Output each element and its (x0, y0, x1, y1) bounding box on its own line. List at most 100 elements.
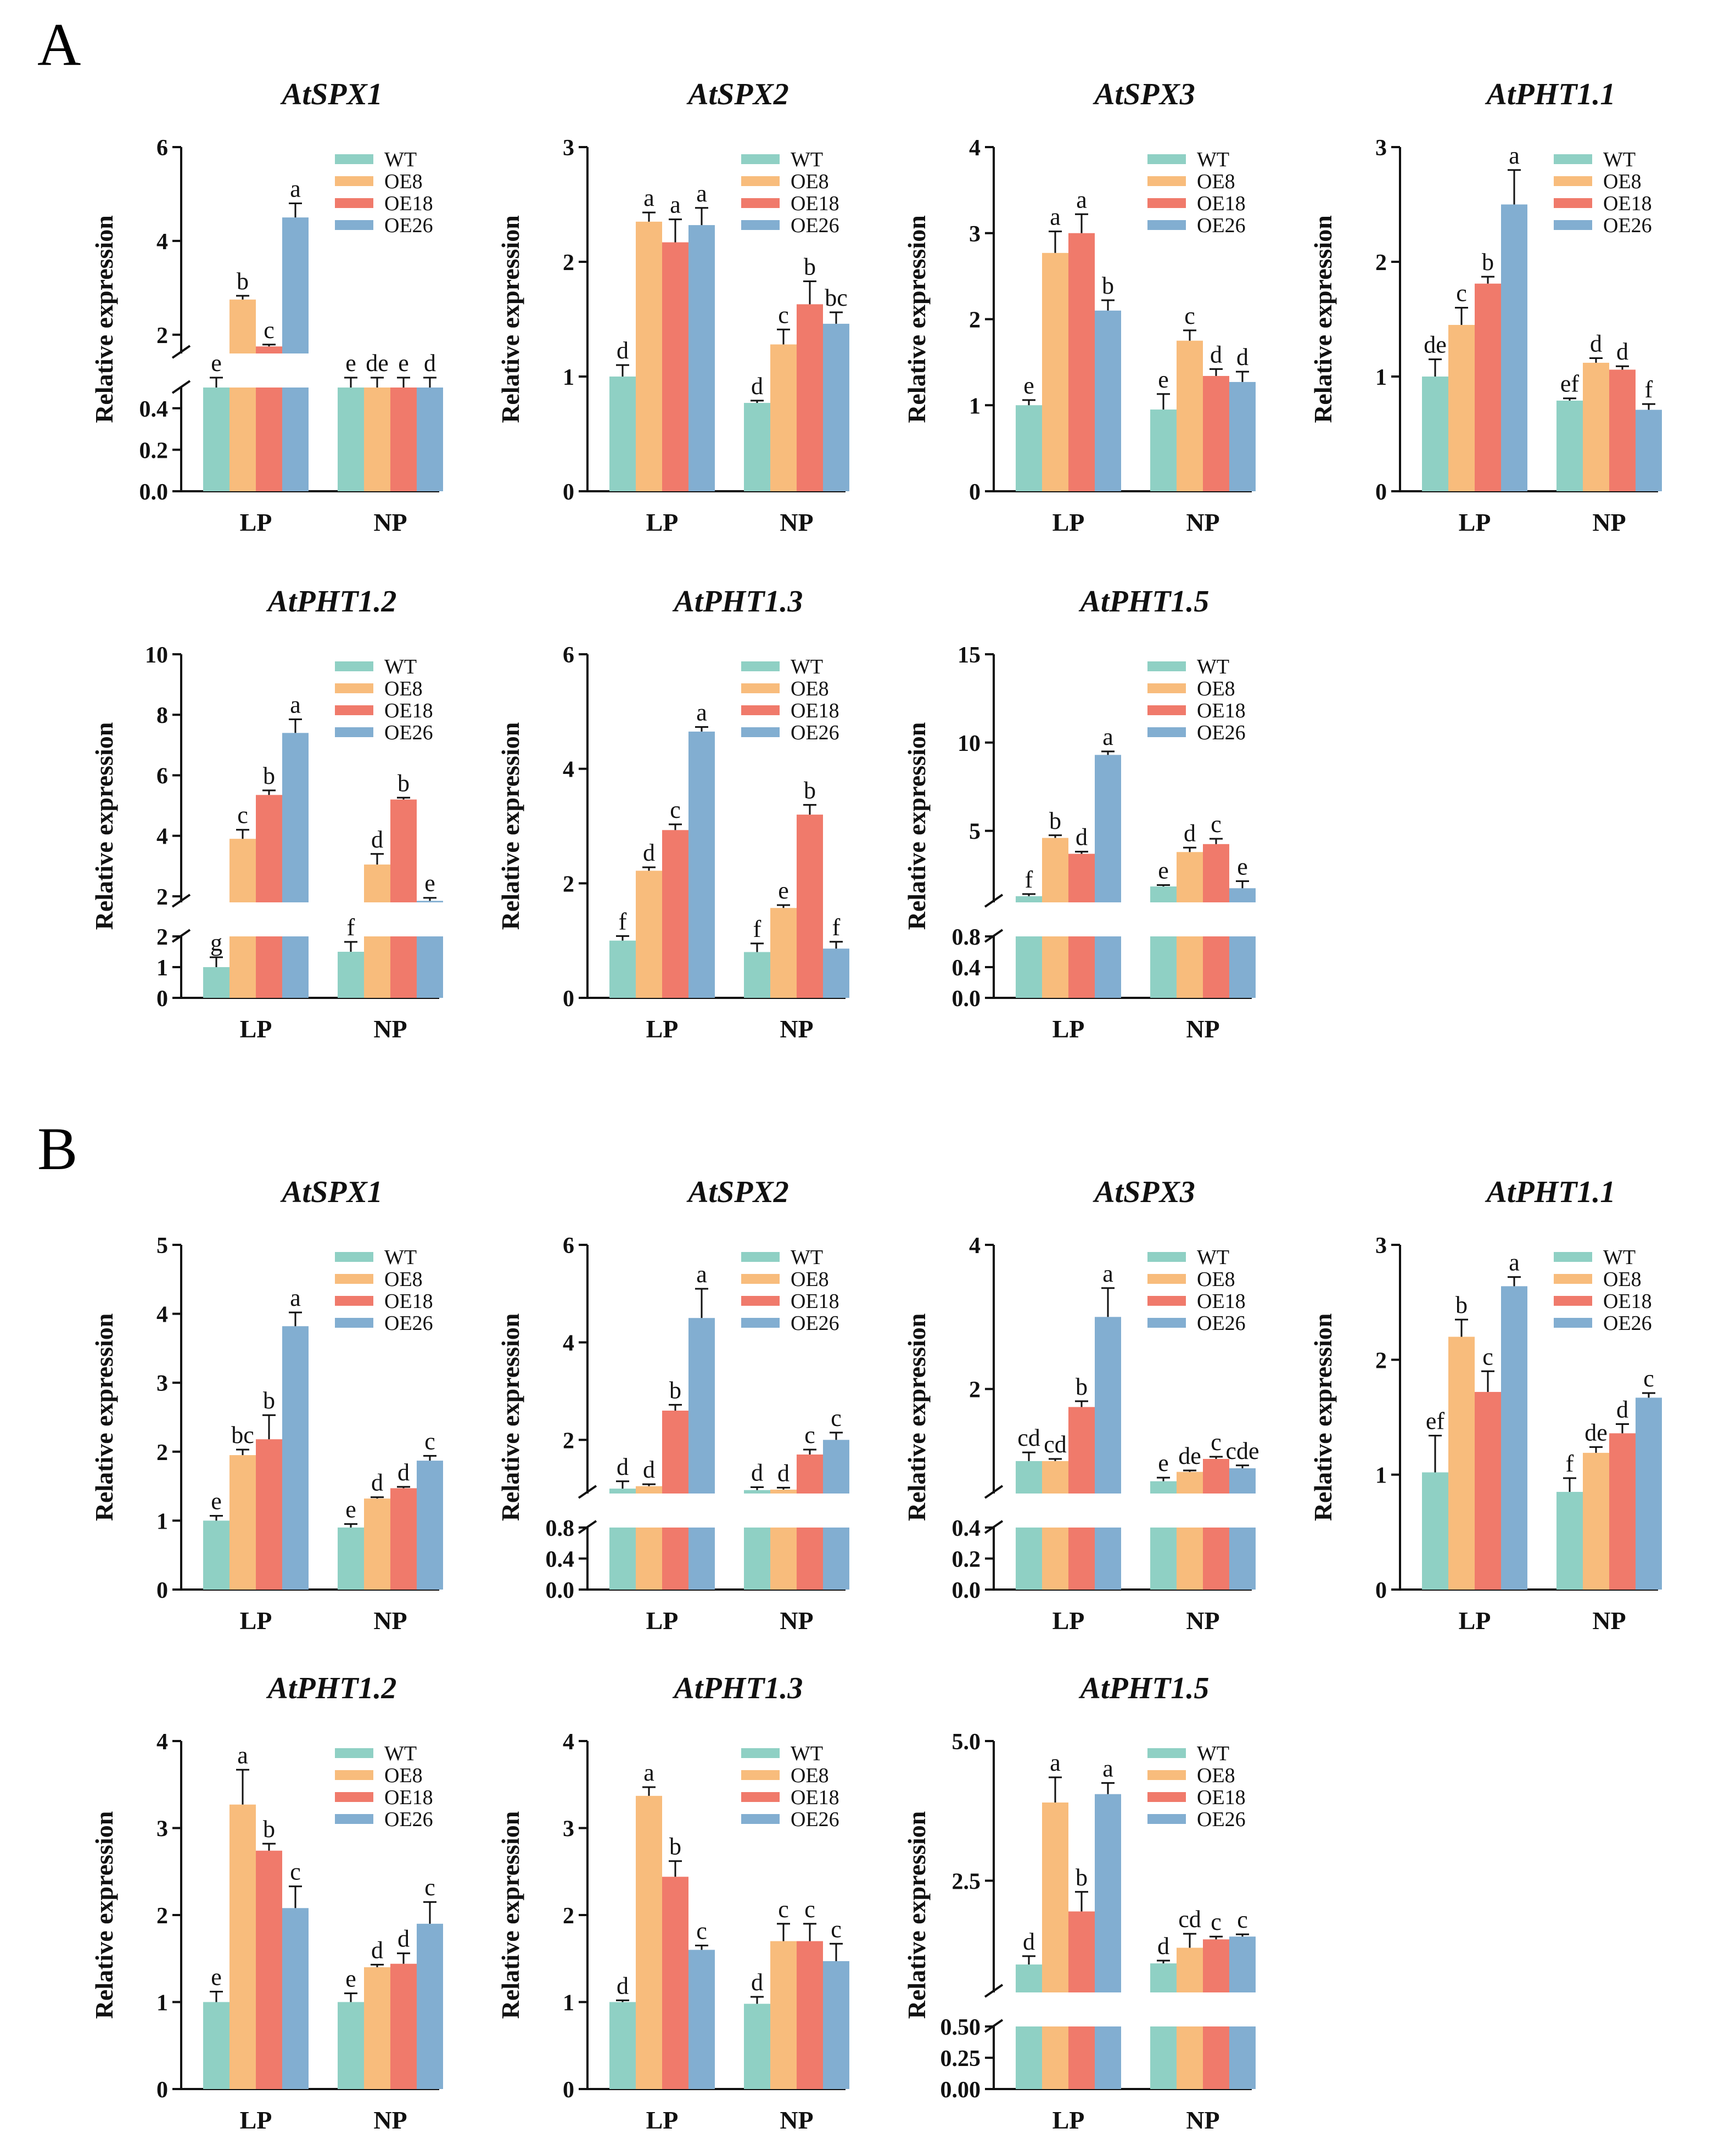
legend-swatch-wt (335, 661, 373, 671)
chart-title: AtPHT1.5 (1079, 585, 1210, 619)
legend-label: OE26 (384, 1808, 433, 1831)
significance-letter: a (237, 1742, 248, 1768)
significance-letter: f (347, 914, 355, 941)
x-category-label: NP (780, 508, 813, 536)
bar (823, 1440, 849, 1494)
x-category-label: NP (373, 1015, 407, 1043)
legend-label: OE18 (1197, 699, 1246, 722)
significance-letter: c (670, 796, 681, 823)
legend-swatch-oe8 (335, 1274, 373, 1284)
significance-letter: b (263, 1387, 275, 1414)
bar (770, 344, 797, 491)
significance-letter: b (804, 254, 816, 280)
y-tick-label: 8 (156, 703, 168, 728)
bar-segment-lower (282, 388, 309, 491)
bar (1609, 369, 1636, 491)
legend-label: WT (791, 148, 823, 171)
chart-title: AtPHT1.5 (1079, 1671, 1210, 1705)
bar (417, 1461, 443, 1590)
bar (636, 1795, 662, 2089)
y-tick-label: 4 (969, 136, 981, 161)
legend-swatch-wt (741, 1748, 780, 1758)
y-tick-label: 2 (156, 1904, 168, 1929)
significance-letter: e (345, 1966, 356, 1992)
bar-segment-lower (256, 388, 282, 491)
y-tick-label: 2 (1375, 250, 1387, 276)
bar (1177, 1472, 1203, 1494)
significance-letter: b (397, 770, 410, 796)
bar-segment-lower (1042, 1528, 1068, 1590)
legend-label: WT (1603, 1246, 1636, 1269)
bar-segment-lower (1068, 936, 1095, 998)
bar (364, 864, 390, 902)
legend-label: WT (791, 1246, 823, 1269)
y-axis-label: Relative expression (903, 1313, 931, 1521)
bar (364, 388, 390, 491)
legend-label: OE8 (1197, 1764, 1235, 1787)
bar (229, 299, 256, 353)
bar (390, 1488, 417, 1590)
significance-letter: b (804, 777, 816, 804)
y-tick-label: 0 (563, 2078, 574, 2103)
significance-letter: bc (825, 284, 848, 311)
bar (662, 1411, 688, 1494)
bar (1016, 1964, 1042, 1992)
legend-swatch-wt (335, 154, 373, 164)
legend-swatch-oe8 (335, 176, 373, 186)
legend-swatch-oe8 (741, 1274, 780, 1284)
x-category-label: LP (1052, 1015, 1085, 1043)
significance-letter: cd (1178, 1906, 1201, 1933)
significance-letter: ef (1426, 1407, 1445, 1434)
legend-swatch-oe18 (1147, 198, 1186, 208)
x-category-label: NP (780, 1015, 813, 1043)
axis-break-mark (171, 345, 191, 359)
y-tick-label: 2 (563, 872, 574, 897)
legend-swatch-oe26 (741, 727, 780, 737)
axis-break-mark (984, 1984, 1004, 1998)
y-axis-label: Relative expression (496, 722, 524, 930)
legend-label: OE18 (1603, 1290, 1652, 1313)
y-tick-label: 2 (563, 1428, 574, 1453)
legend-swatch-wt (335, 1748, 373, 1758)
legend-label: OE26 (791, 1808, 839, 1831)
x-category-label: NP (780, 2106, 813, 2134)
legend-label: OE8 (384, 170, 423, 193)
significance-letter: d (397, 1459, 410, 1486)
chart-title: AtSPX2 (686, 77, 789, 111)
legend-label: OE8 (1197, 170, 1235, 193)
y-tick-label: 0.0 (952, 1578, 981, 1603)
bar (1422, 1472, 1448, 1590)
bar (229, 839, 256, 902)
bar (1448, 324, 1475, 491)
legend-label: OE18 (791, 1290, 839, 1313)
legend-label: OE18 (1197, 1786, 1246, 1809)
bar (1068, 1911, 1095, 1992)
significance-letter: de (1178, 1442, 1201, 1469)
legend-swatch-oe18 (335, 705, 373, 715)
legend-swatch-wt (1554, 1252, 1592, 1262)
legend-swatch-wt (741, 1252, 780, 1262)
chart-a-atspx1: AtSPX1 Relative expression 2 4 6 0.0 0.2 0.4 e e b… (90, 77, 443, 536)
legend-swatch-oe8 (1147, 683, 1186, 693)
chart-a-atspx2: AtSPX2 Relative expression 0 1 2 3 d d a c a b a bc LP… (496, 77, 849, 536)
significance-letter: e (211, 1488, 222, 1515)
y-tick-label: 4 (563, 757, 574, 783)
y-tick-label: 0.4 (952, 1516, 981, 1541)
bar (688, 1950, 715, 2089)
y-axis-label: Relative expression (1309, 1313, 1337, 1521)
bar (256, 1850, 282, 2089)
bar-segment-lower (1229, 2026, 1256, 2089)
y-tick-label: 2 (969, 308, 981, 333)
bar-segment-lower (1095, 2026, 1121, 2089)
chart-title: AtPHT1.1 (1485, 77, 1616, 111)
legend-swatch-oe26 (1147, 220, 1186, 230)
significance-letter: b (1102, 272, 1114, 299)
significance-letter: a (696, 180, 707, 207)
x-category-label: NP (373, 2106, 407, 2134)
legend-swatch-oe8 (335, 683, 373, 693)
significance-letter: b (1482, 249, 1494, 276)
bar-segment-lower (1203, 2026, 1229, 2089)
y-axis-label: Relative expression (1309, 215, 1337, 423)
